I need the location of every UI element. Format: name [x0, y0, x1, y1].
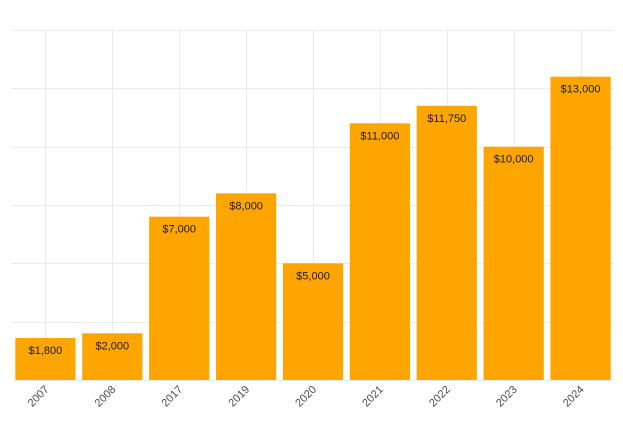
bar-2023: [483, 146, 544, 380]
data-label-layer: $1,800 $2,000 $7,000 $8,000 $5,000 $11,000 $11…: [29, 84, 601, 357]
bar-2008: [82, 333, 143, 380]
x-tick-label-2024: 2024: [561, 384, 587, 410]
x-axis-tick-layer: 2007 2008 2017 2019 2020 2021 2022 2023 2024: [26, 384, 587, 410]
data-label-2020: $5,000: [296, 270, 330, 282]
data-label-2008: $2,000: [96, 340, 130, 352]
data-label-2022: $11,750: [427, 113, 466, 125]
x-tick-label-2017: 2017: [160, 384, 186, 410]
data-label-2021: $11,000: [360, 130, 399, 142]
data-label-2007: $1,800: [29, 345, 63, 357]
bar-2017: [149, 216, 210, 380]
x-tick-label-2007: 2007: [26, 384, 52, 410]
data-label-2023: $10,000: [494, 154, 534, 166]
x-tick-label-2019: 2019: [226, 384, 252, 410]
x-tick-label-2008: 2008: [93, 384, 119, 410]
bar-layer: [15, 76, 611, 381]
x-tick-label-2023: 2023: [494, 384, 520, 410]
bar-2021: [349, 123, 410, 380]
data-label-2024: $13,000: [561, 84, 601, 96]
bar-2022: [416, 105, 477, 380]
bar-2019: [216, 193, 277, 380]
bar-2024: [550, 76, 611, 381]
data-label-2019: $8,000: [229, 200, 263, 212]
x-tick-label-2020: 2020: [293, 384, 319, 410]
x-tick-label-2022: 2022: [427, 384, 453, 410]
data-label-2017: $7,000: [162, 224, 196, 236]
bar-2007: [15, 338, 76, 380]
bar-2020: [282, 263, 344, 380]
x-tick-label-2021: 2021: [360, 384, 386, 410]
